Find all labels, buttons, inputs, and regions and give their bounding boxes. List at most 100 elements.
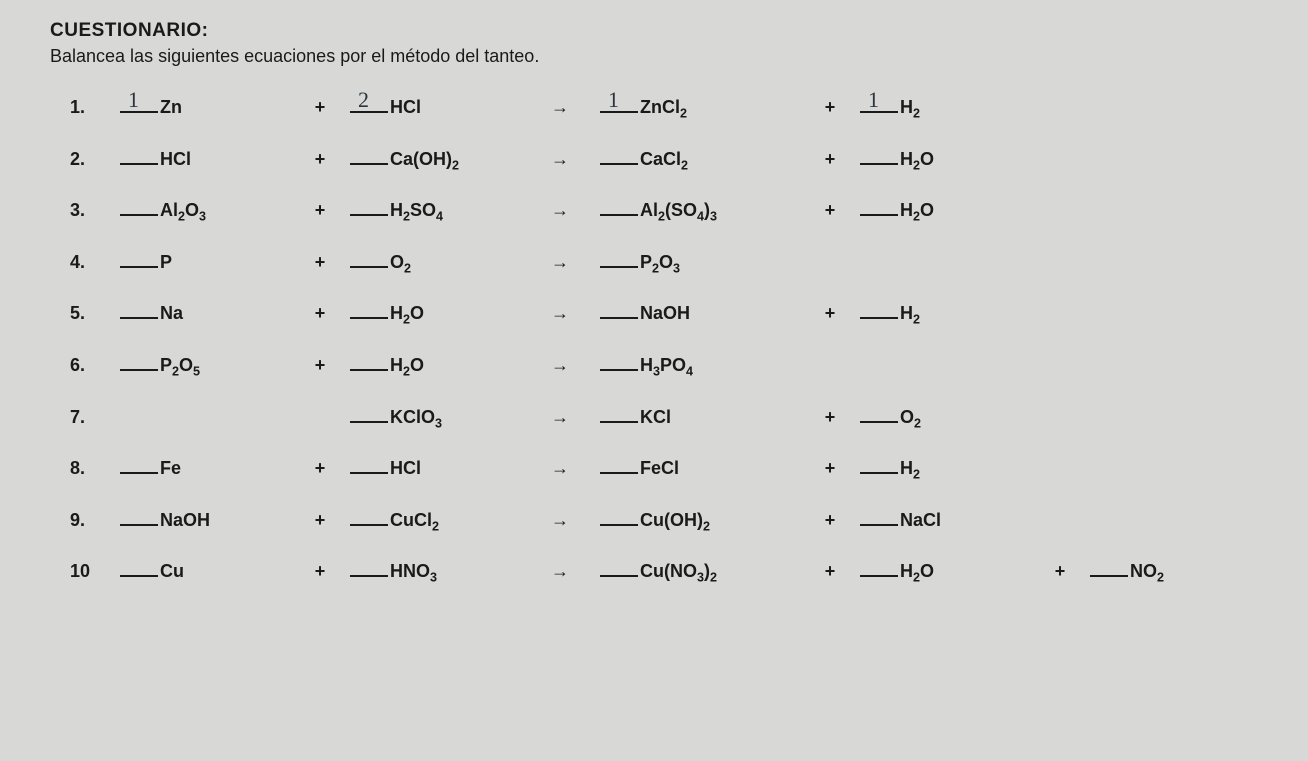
equation-row: 8.Fe+HCl→FeCl+H2 bbox=[70, 458, 1258, 482]
chemical-formula: H2 bbox=[900, 458, 920, 482]
coefficient-blank[interactable] bbox=[120, 252, 158, 268]
coefficient-blank[interactable] bbox=[600, 252, 638, 268]
coefficient-blank[interactable] bbox=[860, 200, 898, 216]
coefficient-blank[interactable] bbox=[350, 200, 388, 216]
coefficient-blank[interactable] bbox=[600, 149, 638, 165]
coefficient-blank[interactable] bbox=[120, 303, 158, 319]
chemical-formula: KCl bbox=[640, 407, 671, 428]
plus-operator: + bbox=[290, 561, 350, 582]
coefficient-blank[interactable] bbox=[860, 407, 898, 423]
plus-operator: + bbox=[290, 303, 350, 324]
coefficient-blank[interactable] bbox=[600, 510, 638, 526]
coefficient-blank[interactable]: 2 bbox=[350, 97, 388, 113]
equation-term: O2 bbox=[860, 407, 1030, 431]
chemical-formula: HNO3 bbox=[390, 561, 437, 585]
equation-term: KCl bbox=[600, 407, 800, 428]
equation-term: 1ZnCl2 bbox=[600, 97, 800, 121]
chemical-formula: NO2 bbox=[1130, 561, 1164, 585]
coefficient-blank[interactable] bbox=[350, 355, 388, 371]
handwritten-coefficient: 1 bbox=[868, 87, 879, 113]
equation-term: CaCl2 bbox=[600, 149, 800, 173]
chemical-formula: Cu bbox=[160, 561, 184, 582]
equation-term: HCl bbox=[350, 458, 520, 479]
chemical-formula: KClO3 bbox=[390, 407, 442, 431]
equation-term: FeCl bbox=[600, 458, 800, 479]
coefficient-blank[interactable] bbox=[600, 200, 638, 216]
chemical-formula: Fe bbox=[160, 458, 181, 479]
coefficient-blank[interactable] bbox=[120, 458, 158, 474]
chemical-formula: P2O5 bbox=[160, 355, 200, 379]
coefficient-blank[interactable] bbox=[600, 407, 638, 423]
coefficient-blank[interactable] bbox=[860, 458, 898, 474]
chemical-formula: Al2(SO4)3 bbox=[640, 200, 717, 224]
chemical-formula: H2O bbox=[390, 303, 424, 327]
coefficient-blank[interactable] bbox=[860, 303, 898, 319]
chemical-formula: CaCl2 bbox=[640, 149, 688, 173]
equation-term: Na bbox=[120, 303, 290, 324]
row-number: 6. bbox=[70, 355, 120, 376]
coefficient-blank[interactable] bbox=[860, 149, 898, 165]
equation-term: NaCl bbox=[860, 510, 1030, 531]
coefficient-blank[interactable] bbox=[120, 149, 158, 165]
equation-term: HNO3 bbox=[350, 561, 520, 585]
coefficient-blank[interactable] bbox=[600, 355, 638, 371]
coefficient-blank[interactable]: 1 bbox=[860, 97, 898, 113]
coefficient-blank[interactable] bbox=[120, 510, 158, 526]
reaction-arrow: → bbox=[520, 149, 600, 170]
worksheet-instructions: Balancea las siguientes ecuaciones por e… bbox=[50, 46, 1258, 67]
coefficient-blank[interactable] bbox=[350, 510, 388, 526]
coefficient-blank[interactable] bbox=[860, 561, 898, 577]
chemical-formula: H2O bbox=[390, 355, 424, 379]
coefficient-blank[interactable] bbox=[120, 355, 158, 371]
handwritten-coefficient: 1 bbox=[608, 87, 619, 113]
coefficient-blank[interactable] bbox=[350, 407, 388, 423]
equation-term: Fe bbox=[120, 458, 290, 479]
coefficient-blank[interactable] bbox=[120, 200, 158, 216]
equation-term: Cu(OH)2 bbox=[600, 510, 800, 534]
equation-row: 4.P+O2→P2O3 bbox=[70, 252, 1258, 276]
row-number: 2. bbox=[70, 149, 120, 170]
chemical-formula: H2 bbox=[900, 97, 920, 121]
plus-operator: + bbox=[290, 97, 350, 118]
coefficient-blank[interactable] bbox=[350, 561, 388, 577]
coefficient-blank[interactable]: 1 bbox=[120, 97, 158, 113]
equation-term: KClO3 bbox=[350, 407, 520, 431]
chemical-formula: ZnCl2 bbox=[640, 97, 687, 121]
plus-operator: + bbox=[290, 252, 350, 273]
reaction-arrow: → bbox=[520, 355, 600, 376]
row-number: 9. bbox=[70, 510, 120, 531]
equation-term: NaOH bbox=[120, 510, 290, 531]
equation-term: Al2(SO4)3 bbox=[600, 200, 800, 224]
coefficient-blank[interactable] bbox=[350, 458, 388, 474]
coefficient-blank[interactable] bbox=[1090, 561, 1128, 577]
equation-term: H2SO4 bbox=[350, 200, 520, 224]
equation-term: CuCl2 bbox=[350, 510, 520, 534]
coefficient-blank[interactable]: 1 bbox=[600, 97, 638, 113]
equation-term: P2O3 bbox=[600, 252, 800, 276]
reaction-arrow: → bbox=[520, 303, 600, 324]
chemical-formula: O2 bbox=[390, 252, 411, 276]
reaction-arrow: → bbox=[520, 407, 600, 428]
coefficient-blank[interactable] bbox=[350, 303, 388, 319]
row-number: 5. bbox=[70, 303, 120, 324]
plus-operator: + bbox=[290, 149, 350, 170]
reaction-arrow: → bbox=[520, 200, 600, 221]
equation-term: NaOH bbox=[600, 303, 800, 324]
coefficient-blank[interactable] bbox=[600, 561, 638, 577]
equation-term: Ca(OH)2 bbox=[350, 149, 520, 173]
plus-operator: + bbox=[800, 510, 860, 531]
coefficient-blank[interactable] bbox=[350, 252, 388, 268]
coefficient-blank[interactable] bbox=[350, 149, 388, 165]
chemical-formula: FeCl bbox=[640, 458, 679, 479]
equation-row: 10Cu+HNO3→Cu(NO3)2+ H2O+NO2 bbox=[70, 561, 1258, 585]
plus-operator: + bbox=[800, 97, 860, 118]
plus-operator: + bbox=[800, 407, 860, 428]
coefficient-blank[interactable] bbox=[860, 510, 898, 526]
chemical-formula: H3PO4 bbox=[640, 355, 693, 379]
coefficient-blank[interactable] bbox=[600, 303, 638, 319]
row-number: 10 bbox=[70, 561, 120, 582]
coefficient-blank[interactable] bbox=[120, 561, 158, 577]
plus-operator: + bbox=[800, 458, 860, 479]
chemical-formula: HCl bbox=[390, 458, 421, 479]
coefficient-blank[interactable] bbox=[600, 458, 638, 474]
